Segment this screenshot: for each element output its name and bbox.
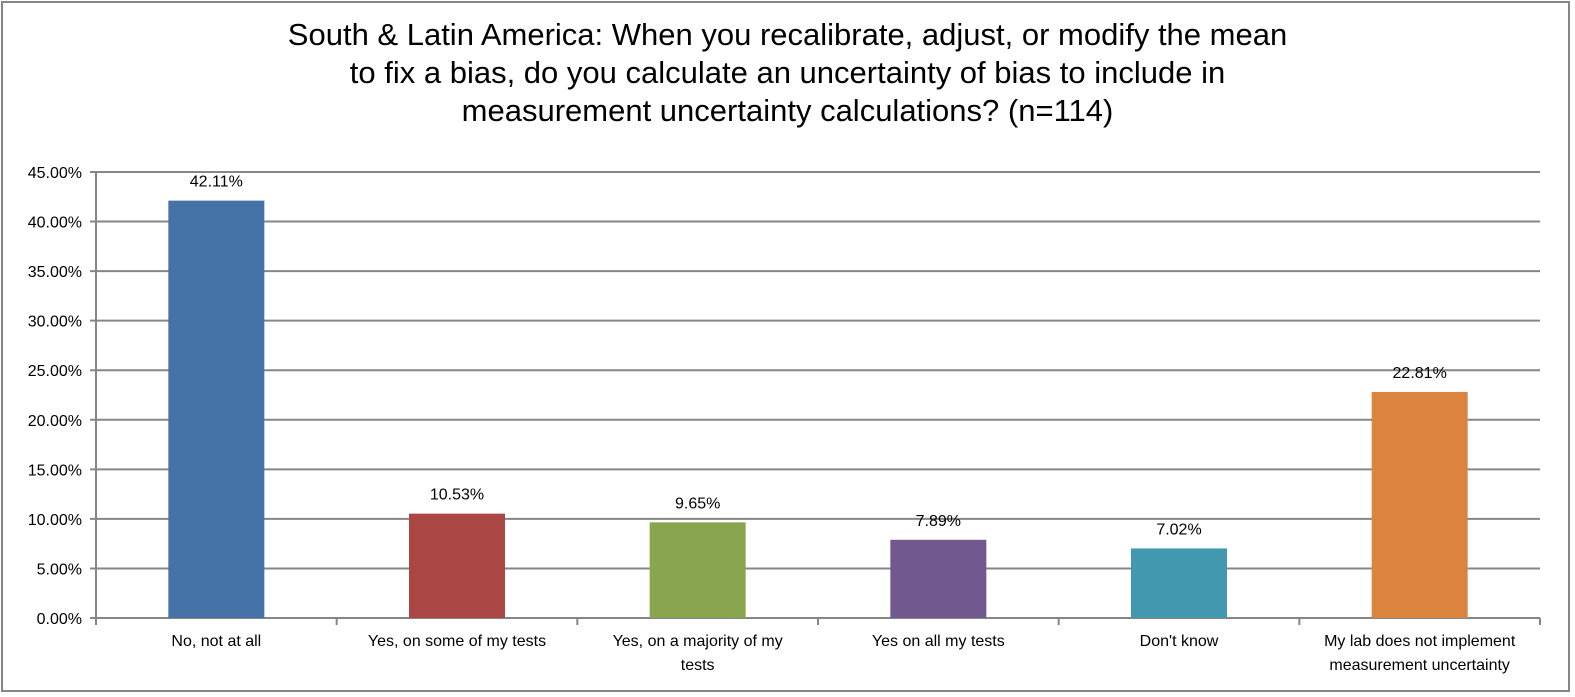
x-tick-label: Don't know <box>1140 633 1219 650</box>
x-tick-label: Yes, on a majority of my <box>613 633 783 650</box>
x-tick-label: No, not at all <box>171 633 261 650</box>
y-tick-label: 35.00% <box>28 264 82 281</box>
y-tick-label: 5.00% <box>37 561 82 578</box>
y-tick-label: 40.00% <box>28 215 82 232</box>
bar <box>890 539 987 618</box>
y-tick-label: 30.00% <box>28 314 82 331</box>
x-tick-label: Yes on all my tests <box>872 633 1005 650</box>
y-tick-label: 15.00% <box>28 462 82 479</box>
data-label: 22.81% <box>1393 365 1447 382</box>
x-tick-label: My lab does not implement <box>1324 633 1516 650</box>
bar <box>1131 548 1227 618</box>
bar <box>649 522 746 618</box>
chart-title-line: South & Latin America: When you recalibr… <box>287 17 1288 52</box>
chart-title-line: measurement uncertainty calculations? (n… <box>461 93 1114 128</box>
bar <box>168 200 265 618</box>
y-tick-label: 45.00% <box>28 165 82 182</box>
x-tick-label: tests <box>681 657 715 674</box>
data-label: 7.89% <box>916 513 961 530</box>
data-label: 10.53% <box>430 487 484 504</box>
y-tick-label: 20.00% <box>28 413 82 430</box>
bar <box>1371 391 1468 618</box>
y-tick-label: 25.00% <box>28 363 82 380</box>
x-tick-label: measurement uncertainty <box>1329 657 1510 674</box>
data-label: 42.11% <box>190 174 243 191</box>
chart-title-line: to fix a bias, do you calculate an uncer… <box>349 55 1226 90</box>
y-tick-label: 10.00% <box>28 512 82 529</box>
x-tick-label: Yes, on some of my tests <box>368 633 546 650</box>
bar <box>409 513 505 618</box>
chart-title: South & Latin America: When you recalibr… <box>0 16 1575 130</box>
data-label: 9.65% <box>675 495 720 512</box>
data-label: 7.02% <box>1156 521 1201 538</box>
y-tick-label: 0.00% <box>37 611 82 628</box>
